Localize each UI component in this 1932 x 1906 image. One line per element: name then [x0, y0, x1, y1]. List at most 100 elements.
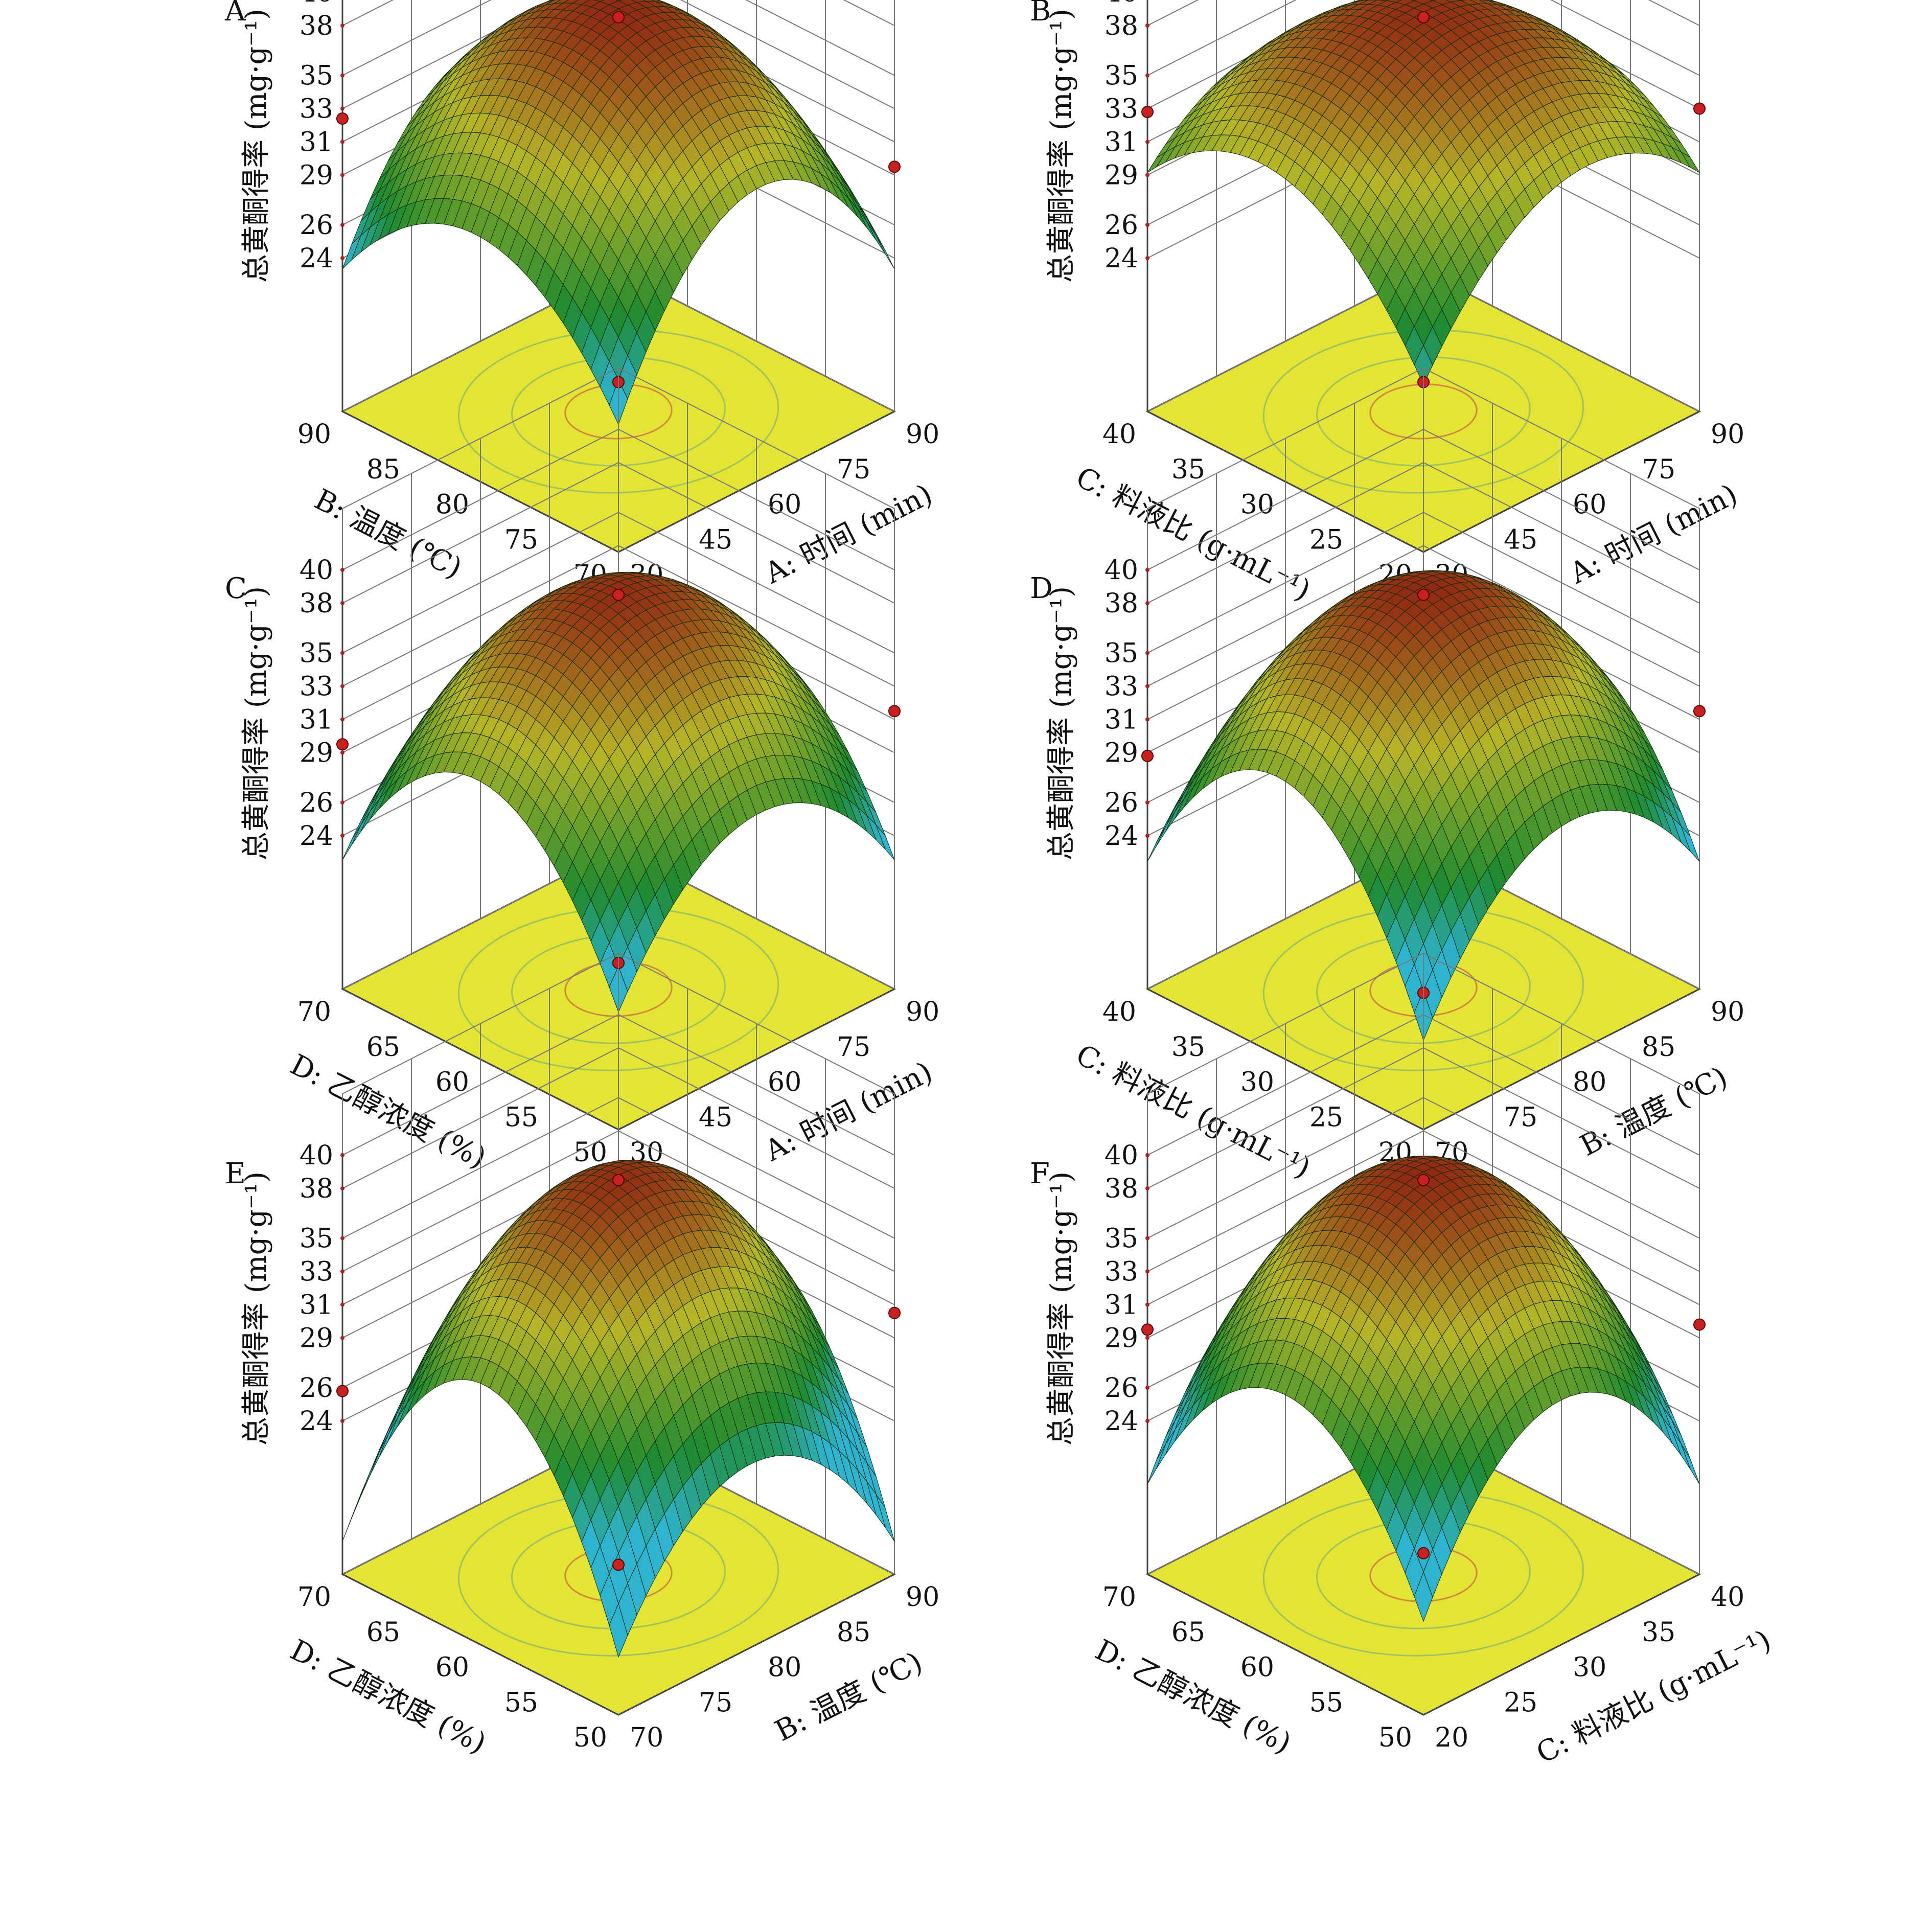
x-tick-label: 90 [906, 997, 939, 1027]
y-tick-label: 50 [573, 1723, 607, 1753]
z-tick-label: 35 [300, 638, 333, 669]
y-tick-label: 40 [1102, 997, 1136, 1027]
z-tick-label: 29 [1105, 738, 1138, 769]
z-tick-mark [340, 601, 344, 605]
x-tick-label: 75 [699, 1687, 732, 1718]
design-point [1417, 588, 1430, 601]
z-tick-mark [340, 651, 344, 655]
z-tick-label: 40 [300, 1140, 333, 1171]
z-tick-label: 31 [1105, 705, 1138, 736]
x-tick-label: 75 [1504, 1102, 1537, 1133]
z-tick-mark [340, 106, 344, 111]
z-tick-mark [1145, 800, 1149, 805]
design-point [1693, 705, 1706, 718]
response-surface [342, 0, 895, 425]
y-tick-label: 30 [1240, 490, 1274, 520]
z-axis-title: 总黄酮得率 (mg·g⁻¹) [1045, 9, 1078, 283]
x-tick-label: 75 [837, 1032, 870, 1063]
z-tick-mark [340, 568, 344, 572]
x-tick-label: 90 [1711, 419, 1744, 450]
contour-line [1369, 383, 1478, 440]
z-tick-mark [340, 140, 344, 144]
z-gridline [342, 0, 895, 76]
z-axis-title: 总黄酮得率 (mg·g⁻¹) [1045, 586, 1078, 860]
surface-cell [342, 824, 361, 860]
design-point [336, 112, 349, 125]
x-tick-label: 85 [837, 1617, 870, 1648]
z-tick-mark [1145, 568, 1149, 572]
z-tick-mark [1145, 601, 1149, 605]
z-axis-title: 总黄酮得率 (mg·g⁻¹) [240, 9, 273, 283]
z-tick-label: 35 [300, 1224, 333, 1254]
wall-outline [618, 0, 895, 412]
z-tick-mark [340, 1186, 344, 1190]
z-tick-label: 29 [300, 160, 333, 191]
z-tick-mark [340, 717, 344, 722]
y-tick-label: 25 [1309, 524, 1343, 555]
x-tick-label: 60 [1573, 490, 1606, 520]
z-tick-mark [340, 223, 344, 227]
panel-letter: A [224, 0, 246, 28]
x-tick-label: 75 [1642, 454, 1675, 485]
z-tick-label: 26 [1105, 210, 1138, 241]
surface-cell [1165, 798, 1185, 832]
z-tick-label: 29 [300, 738, 333, 769]
z-tick-mark [1145, 173, 1149, 177]
z-axis-title: 总黄酮得率 (mg·g⁻¹) [240, 586, 273, 860]
design-point [612, 11, 625, 24]
z-tick-mark [1145, 1153, 1149, 1157]
panel-letter: C [225, 572, 247, 605]
z-tick-label: 38 [1105, 588, 1138, 619]
x-tick-label: 60 [768, 490, 801, 520]
z-tick-label: 38 [300, 1174, 333, 1204]
y-tick-label: 60 [435, 1652, 469, 1683]
y-tick-label: 55 [504, 1687, 538, 1718]
z-tick-label: 35 [1105, 638, 1138, 669]
z-tick-mark [1145, 1269, 1149, 1274]
y-tick-label: 70 [297, 1582, 331, 1613]
design-point [612, 588, 625, 601]
z-tick-label: 40 [1105, 555, 1138, 586]
z-tick-label: 40 [300, 0, 333, 8]
z-tick-mark [340, 1236, 344, 1241]
z-tick-label: 24 [1105, 821, 1138, 852]
z-tick-label: 33 [1105, 94, 1138, 125]
y-tick-label: 85 [366, 454, 400, 485]
z-tick-label: 26 [300, 210, 333, 241]
y-tick-label: 25 [1309, 1102, 1343, 1133]
y-tick-label: 40 [1102, 419, 1136, 450]
z-tick-label: 24 [1105, 1406, 1138, 1437]
z-tick-mark [1145, 140, 1149, 144]
z-tick-mark [1145, 1186, 1149, 1190]
design-point [336, 738, 349, 751]
y-tick-label: 65 [366, 1032, 400, 1063]
z-tick-label: 33 [300, 94, 333, 125]
z-tick-label: 31 [300, 127, 333, 158]
z-tick-label: 35 [1105, 1224, 1138, 1254]
z-tick-mark [340, 750, 344, 755]
z-gridline [342, 0, 895, 109]
z-tick-label: 40 [1105, 0, 1138, 8]
z-tick-label: 24 [300, 821, 333, 852]
z-tick-mark [1145, 684, 1149, 688]
z-tick-label: 35 [1105, 61, 1138, 91]
panel-letter: B [1030, 0, 1051, 28]
design-point [1693, 102, 1706, 115]
z-tick-mark [340, 73, 344, 78]
design-point [612, 1174, 625, 1186]
z-tick-label: 31 [300, 1290, 333, 1321]
response-surface [342, 571, 895, 1013]
wall-outline [1423, 0, 1700, 412]
z-tick-mark [1145, 1336, 1149, 1340]
z-tick-mark [340, 834, 344, 838]
design-point [336, 1385, 349, 1397]
x-tick-label: 45 [1504, 524, 1537, 555]
z-tick-mark [1145, 1236, 1149, 1241]
x-tick-label: 80 [768, 1652, 801, 1683]
x-tick-label: 75 [837, 454, 870, 485]
y-tick-label: 35 [1171, 1032, 1205, 1063]
z-tick-label: 38 [1105, 1174, 1138, 1204]
surface-cell [351, 811, 371, 845]
design-point [888, 160, 901, 173]
z-tick-mark [1145, 1302, 1149, 1307]
